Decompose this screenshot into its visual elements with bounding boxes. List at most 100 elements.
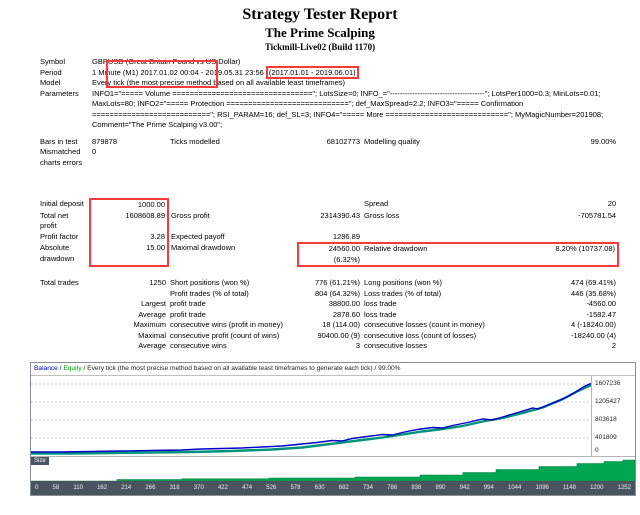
profit-factor-value: 3.28 bbox=[89, 231, 169, 243]
report-header: Strategy Tester Report The Prime Scalpin… bbox=[0, 6, 640, 52]
x-tick-label: 162 bbox=[97, 484, 108, 491]
avg-consec-losses-label: consecutive losses bbox=[364, 341, 427, 350]
short-positions-value: 776 (61.21%) bbox=[314, 278, 360, 287]
maximum-consecutive-row: Maximum consecutive wins (profit in mone… bbox=[38, 320, 618, 331]
lots-size-strip: Size bbox=[31, 455, 635, 481]
average-profit-value: 2878.60 bbox=[332, 309, 360, 319]
symbol-period-highlight bbox=[106, 60, 218, 88]
net-profit-row: Total net profit 1608608.89 Gross profit… bbox=[38, 210, 618, 232]
gross-profit-label: Gross profit bbox=[171, 210, 210, 220]
x-tick-label: 786 bbox=[387, 484, 398, 491]
y-tick-label: 0 bbox=[595, 446, 599, 454]
x-tick-label: 110 bbox=[73, 484, 83, 491]
maximum-label: Maximum bbox=[133, 320, 166, 329]
page-title: Strategy Tester Report bbox=[242, 6, 398, 23]
average-loss-label: loss trade bbox=[364, 309, 397, 319]
parameters-row: Parameters INFO1="===== Volume =========… bbox=[38, 89, 618, 131]
maximal-label: Maximal bbox=[138, 330, 166, 340]
max-drawdown-value: 24560.00 (6.32%) bbox=[297, 242, 362, 267]
period-row: Period 1 Minute (M1) 2017.01.02 00:04 - … bbox=[38, 65, 618, 79]
mismatched-label: Mismatched charts errors bbox=[40, 147, 83, 167]
maximal-consec-profit-label: consecutive profit (count of wins) bbox=[170, 330, 280, 340]
legend-separator: / bbox=[57, 364, 64, 372]
ticks-value: 68102773 bbox=[326, 136, 360, 146]
lots-bars bbox=[31, 459, 635, 481]
avg-consec-losses-value: 2 bbox=[611, 341, 617, 350]
legend-description: / Every tick (the most precise method ba… bbox=[81, 364, 401, 372]
total-trades-row: Total trades 1250 Short positions (won %… bbox=[38, 278, 618, 289]
expected-payoff-value: 1286.89 bbox=[332, 231, 360, 241]
average-label: Average bbox=[138, 309, 166, 319]
x-tick-label: 1044 bbox=[508, 484, 522, 491]
x-axis: 0 58 110 162 214 266 318 370 422 474 526 578 630 682 7… bbox=[31, 480, 635, 495]
y-tick-label: 1205427 bbox=[595, 397, 621, 405]
x-tick-label: 734 bbox=[362, 484, 373, 491]
x-tick-label: 422 bbox=[217, 484, 228, 491]
balance-chart: Balance / Equity / Every tick (the most … bbox=[30, 361, 636, 496]
profit-factor-row: Profit factor 3.28 Expected payoff 1286.… bbox=[38, 231, 618, 243]
x-tick-label: 370 bbox=[193, 484, 204, 491]
y-tick-label: 803618 bbox=[595, 415, 617, 423]
drawdown-row: Absolute drawdown 15.00 Maximal drawdown… bbox=[38, 242, 620, 267]
deposit-label: Initial deposit bbox=[40, 199, 84, 208]
spread-label: Spread bbox=[364, 199, 389, 208]
x-tick-label: 266 bbox=[145, 484, 156, 491]
net-profit-label: Total net profit bbox=[40, 210, 69, 231]
largest-row: Largest profit trade 38800.00 loss trade… bbox=[38, 299, 618, 310]
spacer-row bbox=[38, 168, 618, 199]
equity-line bbox=[31, 385, 591, 454]
average-consecutive-row: Average consecutive wins 3 consecutive l… bbox=[38, 341, 618, 352]
report-table: Symbol GBPUSD (Great Britain Pound vs US… bbox=[38, 57, 620, 352]
profit-trades-label: Profit trades (% of total) bbox=[170, 288, 249, 298]
x-tick-label: 578 bbox=[290, 484, 301, 491]
maximal-consec-loss-label: consecutive loss (count of losses) bbox=[364, 330, 477, 340]
deposit-row: Initial deposit 1000.00 Spread 20 bbox=[38, 198, 618, 211]
x-tick-label: 682 bbox=[338, 484, 349, 491]
mismatched-value: 0 bbox=[92, 147, 97, 156]
avg-consec-wins-value: 3 bbox=[355, 341, 360, 350]
chart-plot-area: 1607236 1205427 803618 401809 0 bbox=[31, 375, 635, 456]
period-timeframe: 1 Minute (M1) 2017.01.02 00:04 - 2019.05… bbox=[92, 67, 266, 77]
balance-line bbox=[31, 383, 591, 452]
rel-drawdown-label: Relative drawdown bbox=[362, 242, 518, 267]
chart-legend: Balance / Equity / Every tick (the most … bbox=[31, 362, 635, 376]
gross-loss-value: -705781.54 bbox=[578, 210, 617, 220]
x-tick-label: 890 bbox=[435, 484, 446, 491]
average-trade-row: Average profit trade 2878.60 loss trade … bbox=[38, 310, 618, 321]
average-profit-label: profit trade bbox=[170, 309, 206, 319]
symbol-label: Symbol bbox=[40, 57, 66, 66]
loss-trades-label: Loss trades (% of total) bbox=[364, 288, 442, 298]
quality-value: 99.00% bbox=[590, 136, 617, 146]
period-value: 1 Minute (M1) 2017.01.02 00:04 - 2019.05… bbox=[90, 65, 618, 79]
x-tick-label: 318 bbox=[169, 484, 180, 491]
legend-balance: Balance bbox=[34, 364, 58, 372]
x-tick-label: 1096 bbox=[535, 484, 549, 491]
max-consec-losses-label: consecutive losses (count in money) bbox=[364, 320, 485, 329]
equity-curve-svg bbox=[31, 376, 591, 456]
profit-trades-value: 804 (64.32%) bbox=[314, 288, 360, 298]
largest-profit-label: profit trade bbox=[170, 299, 206, 308]
model-label: Model bbox=[40, 78, 61, 87]
x-tick-label: 58 bbox=[52, 484, 60, 491]
expected-payoff-label: Expected payoff bbox=[171, 231, 225, 241]
x-tick-label: 838 bbox=[411, 484, 422, 491]
gross-loss-label: Gross loss bbox=[364, 210, 400, 220]
profit-trades-row: Profit trades (% of total) 804 (64.32%) … bbox=[38, 289, 618, 300]
deposit-value: 1000.00 bbox=[89, 198, 169, 211]
y-tick-label: 401809 bbox=[595, 433, 617, 441]
max-consec-wins-label: consecutive wins (profit in money) bbox=[170, 320, 283, 329]
mismatched-row: Mismatched charts errors 0 bbox=[38, 147, 618, 168]
abs-drawdown-label: Absolute drawdown bbox=[40, 243, 75, 263]
x-tick-label: 214 bbox=[121, 484, 132, 491]
quality-label: Modelling quality bbox=[364, 136, 420, 146]
y-axis-labels: 1607236 1205427 803618 401809 0 bbox=[592, 375, 635, 456]
parameters-value: INFO1="===== Volume ====================… bbox=[92, 88, 604, 130]
spread-value: 20 bbox=[607, 199, 617, 208]
x-tick-label: 1200 bbox=[590, 484, 604, 491]
abs-drawdown-value: 15.00 bbox=[89, 243, 169, 267]
profit-factor-label: Profit factor bbox=[40, 231, 79, 241]
period-label: Period bbox=[40, 67, 62, 77]
strategy-name: The Prime Scalping bbox=[265, 25, 375, 40]
max-consec-wins-value: 18 (114.00) bbox=[322, 320, 360, 329]
long-positions-label: Long positions (won %) bbox=[364, 278, 442, 287]
